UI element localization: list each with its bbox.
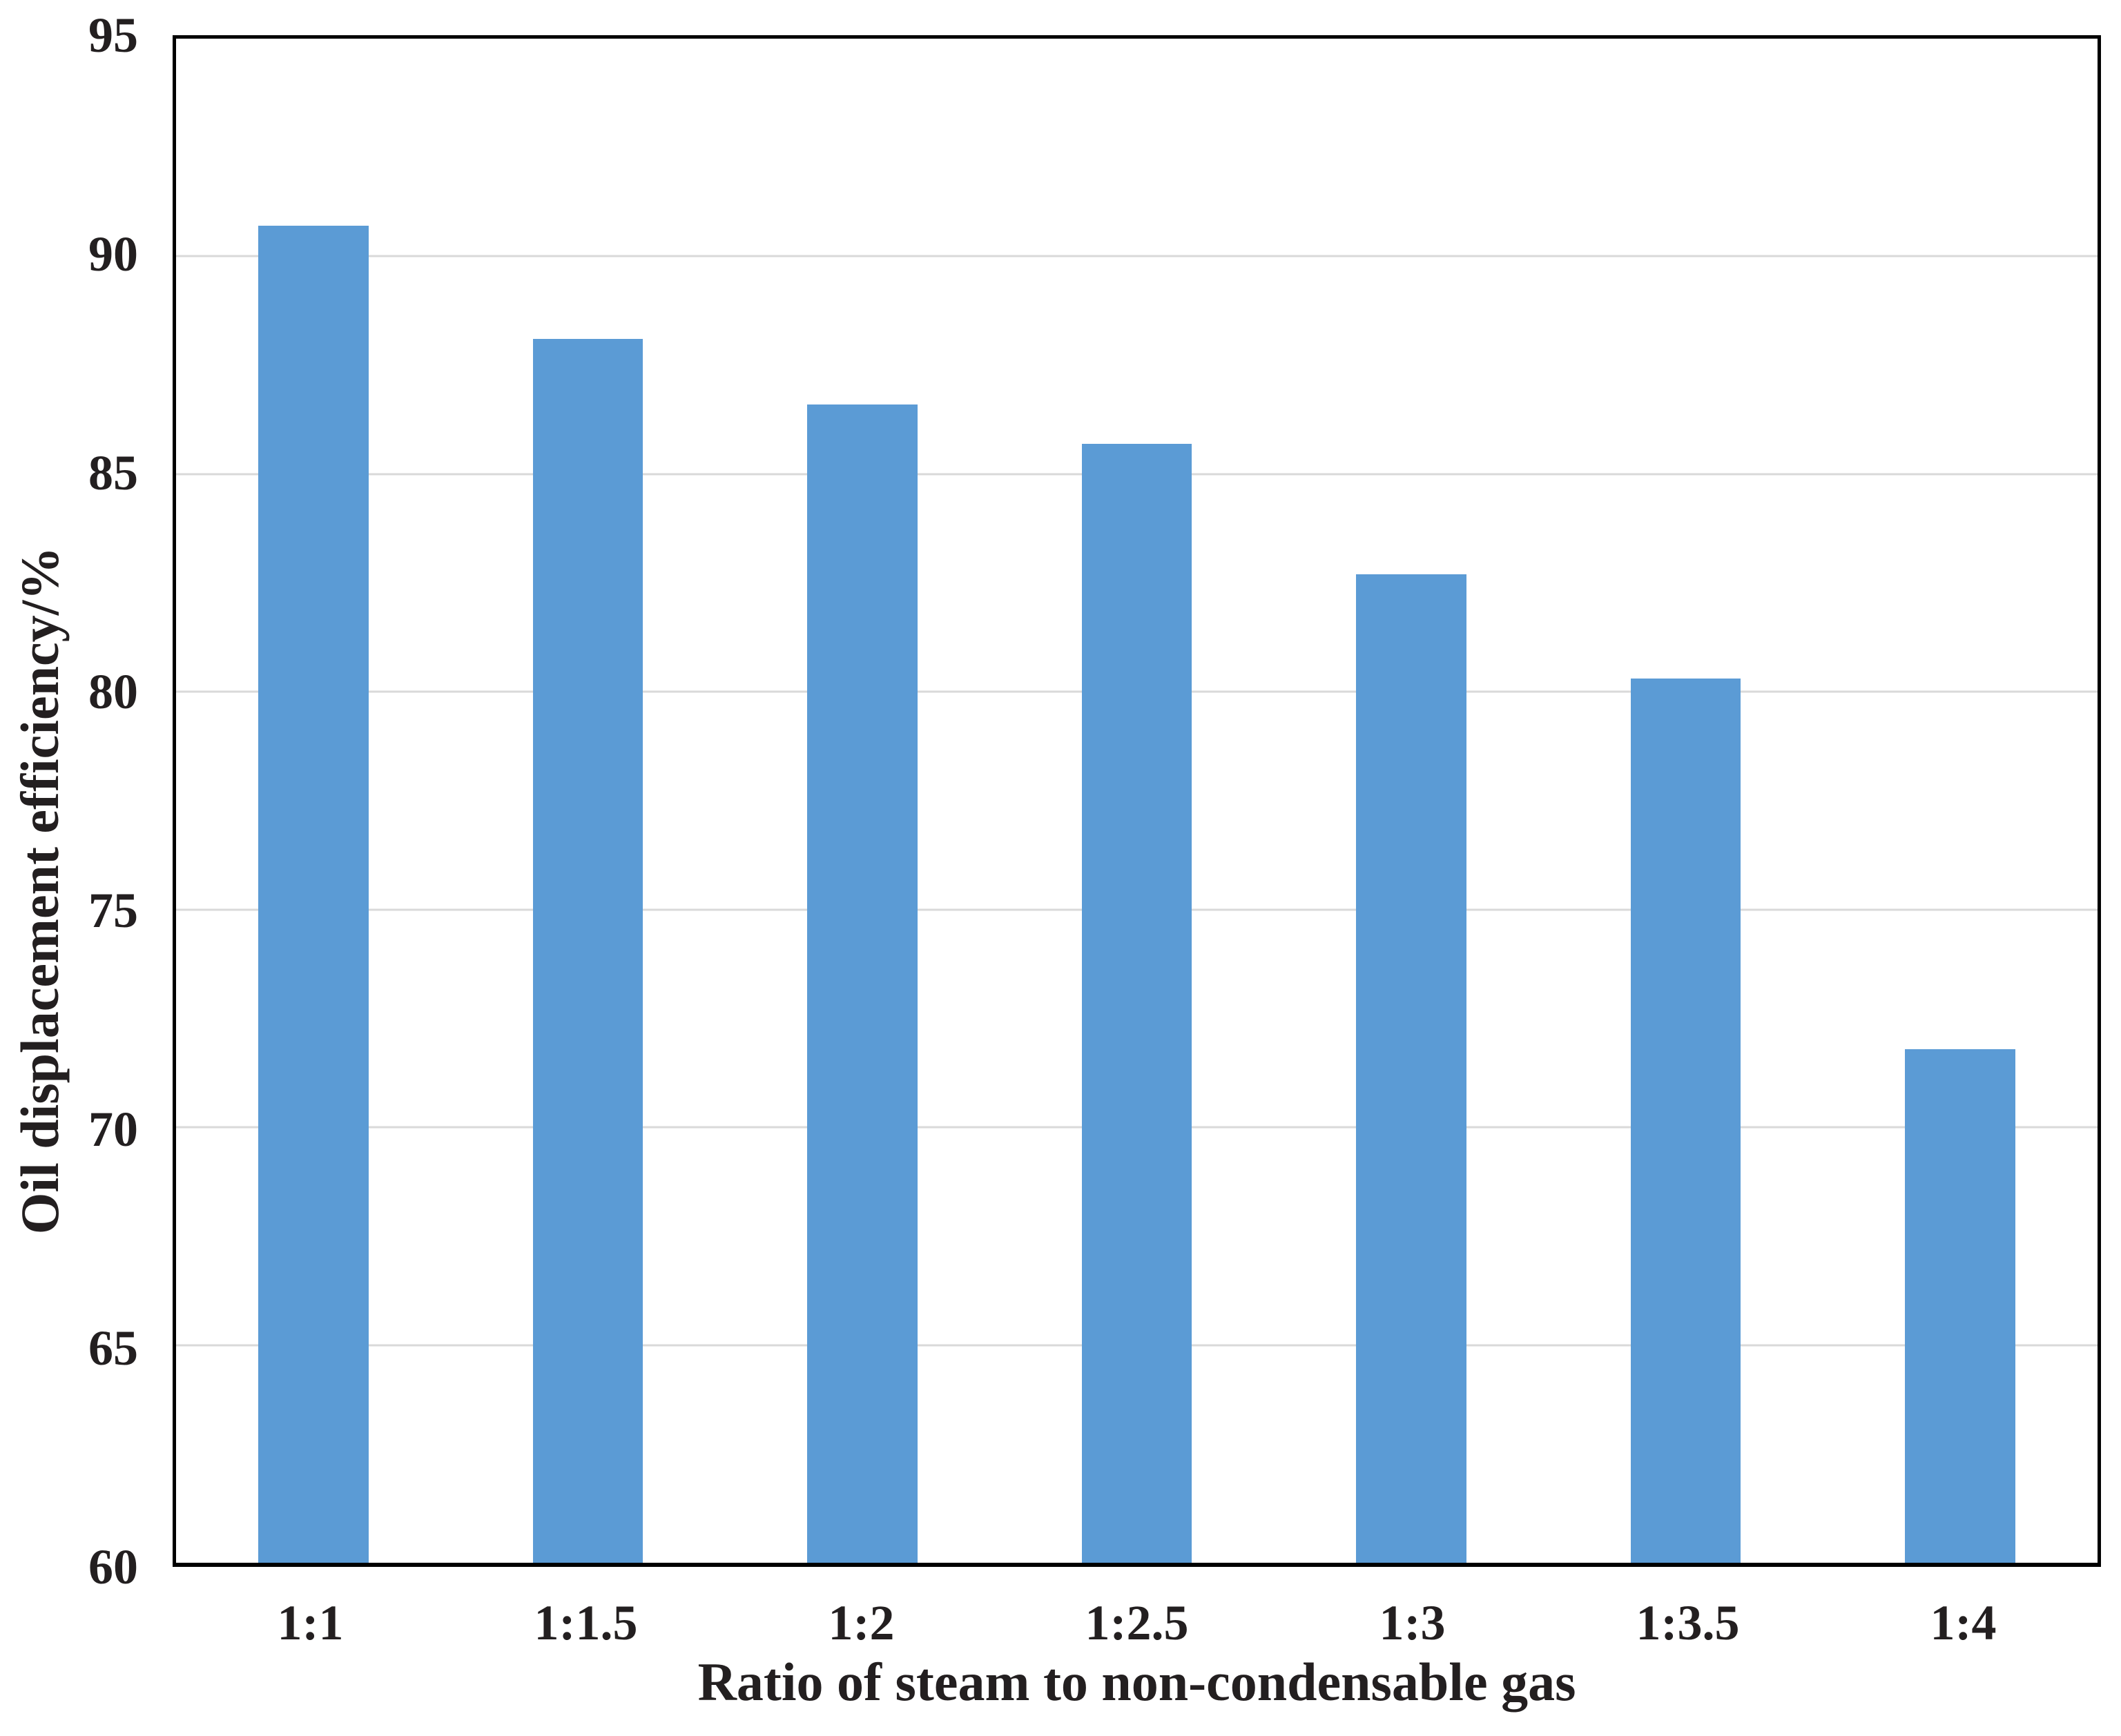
x-tick-label-1-3-5: 1:3.5	[1636, 1595, 1740, 1650]
x-axis-tick-labels: 1:1 1:1.5 1:2 1:2.5 1:3 1:3.5 1:4	[173, 1567, 2101, 1684]
bar-1-3	[1356, 574, 1466, 1563]
bar-1-1	[258, 226, 369, 1563]
x-tick-label-1-1-5: 1:1.5	[534, 1595, 638, 1650]
y-tick-label-80: 80	[88, 664, 138, 719]
bar-1-3-5	[1630, 679, 1741, 1563]
y-axis-tick-labels: 60 65 70 75 80 85 90 95	[0, 10, 138, 1592]
x-tick-label-1-4: 1:4	[1930, 1595, 1997, 1650]
bar-1-2-5	[1081, 443, 1192, 1563]
y-tick-label-60: 60	[88, 1539, 138, 1594]
y-tick-label-90: 90	[88, 226, 138, 282]
x-tick-label-1-3: 1:3	[1379, 1595, 1446, 1650]
x-tick-label-1-1: 1:1	[277, 1595, 344, 1650]
y-tick-label-70: 70	[88, 1102, 138, 1157]
y-tick-label-95: 95	[88, 8, 138, 63]
x-tick-label-1-2-5: 1:2.5	[1085, 1595, 1189, 1650]
y-tick-label-75: 75	[88, 883, 138, 938]
bar-1-1-5	[532, 339, 643, 1563]
gridline-90	[176, 255, 2098, 257]
x-axis-title: Ratio of steam to non-condensable gas	[697, 1652, 1576, 1712]
y-tick-label-65: 65	[88, 1320, 138, 1376]
bar-1-2	[807, 404, 918, 1563]
y-tick-label-85: 85	[88, 445, 138, 500]
plot-area	[173, 35, 2101, 1567]
bar-1-4	[1905, 1049, 2015, 1563]
x-tick-label-1-2: 1:2	[828, 1595, 895, 1650]
